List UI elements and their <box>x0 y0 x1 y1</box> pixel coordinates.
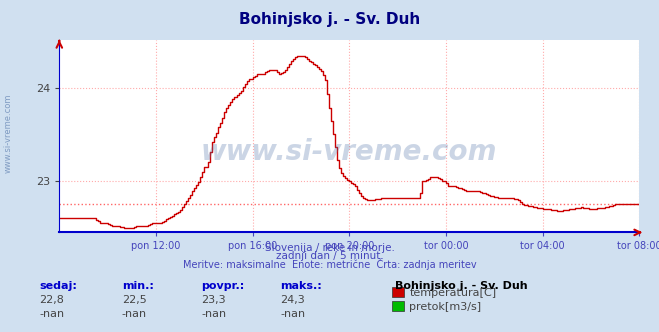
Text: maks.:: maks.: <box>280 281 322 290</box>
Text: 22,8: 22,8 <box>40 295 65 305</box>
Text: -nan: -nan <box>201 309 226 319</box>
Text: Bohinjsko j. - Sv. Duh: Bohinjsko j. - Sv. Duh <box>239 12 420 27</box>
Text: Meritve: maksimalne  Enote: metrične  Črta: zadnja meritev: Meritve: maksimalne Enote: metrične Črta… <box>183 258 476 270</box>
Text: -nan: -nan <box>122 309 147 319</box>
Text: www.si-vreme.com: www.si-vreme.com <box>4 93 13 173</box>
Text: www.si-vreme.com: www.si-vreme.com <box>201 137 498 166</box>
Text: -nan: -nan <box>280 309 305 319</box>
Text: Bohinjsko j. - Sv. Duh: Bohinjsko j. - Sv. Duh <box>395 281 528 290</box>
Text: 23,3: 23,3 <box>201 295 225 305</box>
Text: Slovenija / reke in morje.: Slovenija / reke in morje. <box>264 243 395 253</box>
Text: pretok[m3/s]: pretok[m3/s] <box>409 302 481 312</box>
Text: -nan: -nan <box>40 309 65 319</box>
Text: min.:: min.: <box>122 281 154 290</box>
Text: sedaj:: sedaj: <box>40 281 77 290</box>
Text: povpr.:: povpr.: <box>201 281 244 290</box>
Text: 22,5: 22,5 <box>122 295 147 305</box>
Text: zadnji dan / 5 minut.: zadnji dan / 5 minut. <box>275 251 384 261</box>
Text: 24,3: 24,3 <box>280 295 305 305</box>
Text: temperatura[C]: temperatura[C] <box>409 288 496 298</box>
